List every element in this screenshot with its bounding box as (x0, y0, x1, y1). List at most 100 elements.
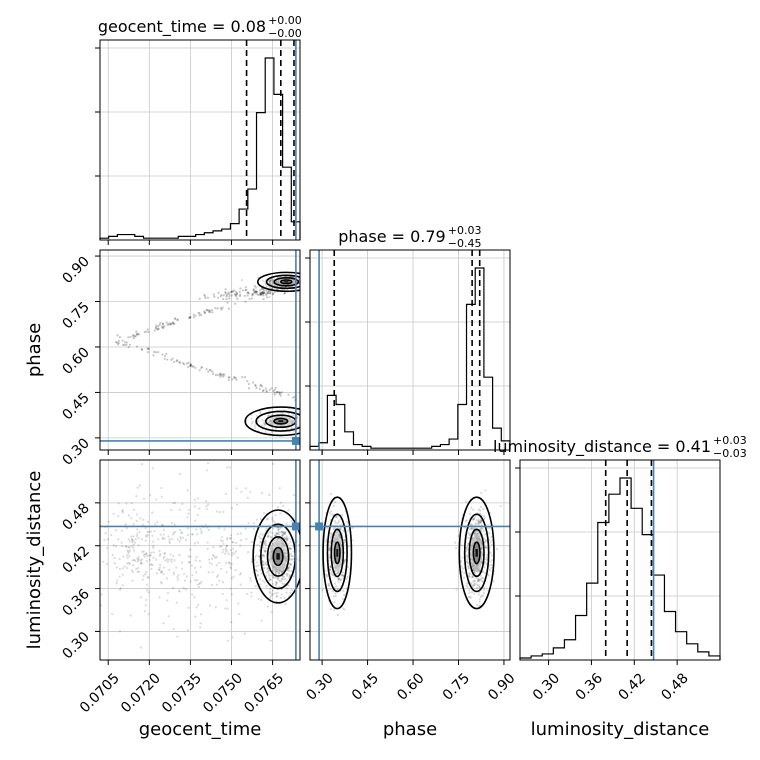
sample-point (210, 583, 214, 587)
sample-point (284, 532, 287, 535)
sample-point (115, 529, 118, 532)
sample-point (257, 293, 260, 297)
sample-point (269, 578, 272, 581)
sample-point (272, 519, 275, 523)
sample-point (256, 569, 259, 573)
title-upper: +0.03 (713, 434, 747, 447)
y-tick-label: 0.30 (59, 435, 92, 468)
sample-point (125, 545, 128, 549)
sample-point (476, 603, 479, 607)
sample-point (271, 278, 274, 282)
sample-point (275, 390, 279, 393)
sample-point (198, 314, 201, 317)
sample-point (315, 405, 317, 407)
sample-point (261, 291, 264, 294)
sample-point (155, 558, 158, 561)
sample-point (274, 539, 277, 542)
sample-point (259, 293, 262, 296)
sample-point (212, 372, 215, 376)
sample-point (144, 527, 147, 530)
sample-point (254, 555, 257, 559)
sample-point (191, 533, 195, 536)
title-lower: −0.45 (448, 237, 482, 250)
sample-point (282, 531, 286, 534)
sample-point (281, 582, 284, 585)
sample-point (264, 547, 267, 550)
sample-point (160, 495, 163, 498)
sample-point (269, 596, 272, 600)
sample-point (335, 572, 338, 576)
sample-point (161, 326, 164, 330)
sample-point (212, 546, 215, 549)
sample-point (280, 593, 284, 596)
sample-point (209, 369, 212, 372)
sample-point (163, 566, 166, 569)
sample-point (262, 292, 265, 295)
sample-point (216, 307, 219, 310)
sample-point (224, 547, 228, 550)
sample-point (335, 409, 337, 411)
sample-point (194, 615, 197, 618)
sample-point (246, 291, 250, 294)
sample-point (254, 384, 257, 387)
sample-point (178, 589, 181, 592)
sample-point (123, 341, 127, 344)
contour-line (472, 541, 481, 565)
sample-point (262, 289, 265, 293)
sample-point (139, 517, 142, 520)
sample-point (180, 567, 184, 570)
sample-point (473, 531, 476, 535)
sample-point (267, 574, 271, 577)
sample-point (193, 505, 196, 508)
sample-point (262, 563, 265, 566)
sample-point (285, 535, 288, 538)
contour-line (273, 417, 289, 425)
sample-point (254, 292, 257, 295)
sample-point (132, 564, 135, 567)
sample-point (159, 581, 163, 584)
sample-point (205, 507, 208, 511)
sample-point (229, 537, 232, 540)
sample-point (341, 574, 344, 577)
sample-point (360, 420, 362, 422)
sample-point (151, 467, 154, 470)
sample-point (250, 591, 253, 594)
sample-point (267, 414, 270, 417)
sample-point (250, 595, 253, 598)
sample-point (203, 293, 206, 296)
sample-point (246, 592, 249, 596)
sample-point (472, 519, 475, 522)
sample-point (125, 341, 128, 344)
sample-point (225, 298, 228, 301)
sample-point (121, 511, 124, 514)
sample-point (208, 561, 211, 564)
sample-point (280, 531, 283, 534)
sample-point (476, 580, 479, 583)
panel-frame (309, 249, 511, 451)
sample-point (136, 333, 139, 337)
sample-point (257, 554, 261, 557)
sample-point (268, 295, 271, 299)
sample-point (172, 586, 175, 589)
sample-point (470, 526, 473, 530)
sample-point (272, 389, 275, 393)
sample-point (275, 584, 278, 587)
sample-point (197, 311, 200, 314)
sample-point (264, 550, 267, 553)
sample-point (171, 537, 174, 541)
sample-point (131, 559, 134, 562)
sample-point (484, 539, 487, 542)
sample-point (269, 588, 272, 591)
sample-point (178, 361, 182, 364)
sample-point (359, 417, 361, 419)
sample-point (217, 291, 220, 295)
sample-point (226, 536, 229, 540)
truth-marker (291, 522, 300, 531)
sample-point (220, 545, 223, 548)
sample-point (207, 462, 210, 465)
title-lower: −0.00 (268, 27, 302, 40)
sample-point (281, 577, 284, 580)
sample-point (337, 580, 340, 584)
sample-point (151, 511, 154, 514)
sample-point (267, 572, 270, 575)
